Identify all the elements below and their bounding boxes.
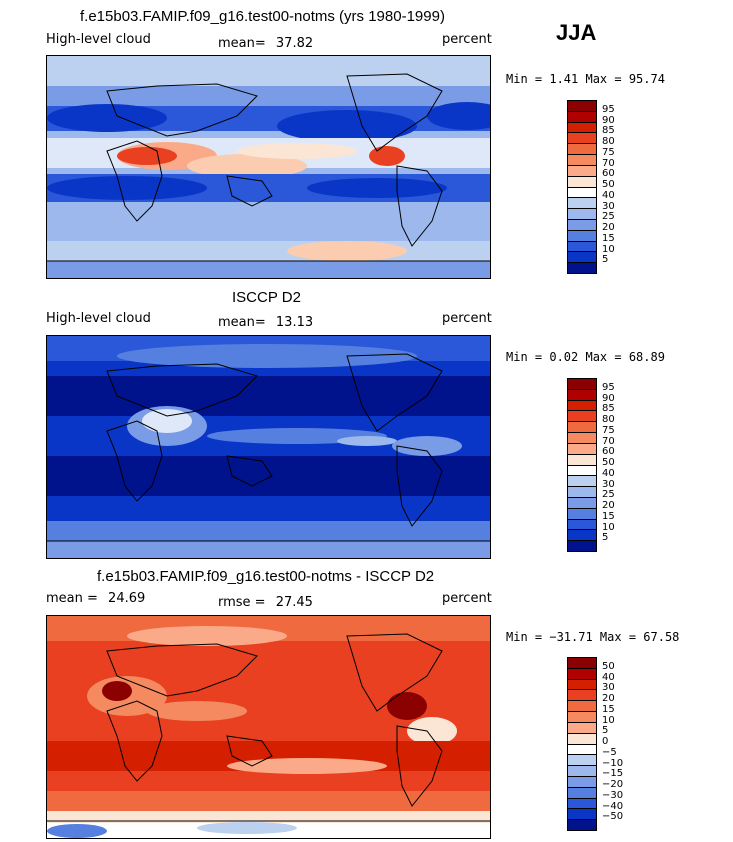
cbar-tick: 0 <box>602 736 609 747</box>
cbar-tick: 30 <box>602 682 615 693</box>
cbar-tick: −10 <box>602 758 624 769</box>
panel-2-title: ISCCP D2 <box>232 289 301 306</box>
cbar-tick: 50 <box>602 457 615 468</box>
cbar-tick: 10 <box>602 244 615 255</box>
panel-3-map <box>46 615 491 839</box>
panel-2-minmax: Min = 0.02 Max = 68.89 <box>506 350 665 364</box>
cbar-tick: 5 <box>602 532 609 543</box>
season-label: JJA <box>556 20 597 45</box>
cbar-tick: 50 <box>602 661 615 672</box>
cbar-tick: −50 <box>602 811 624 822</box>
cbar-tick: 15 <box>602 704 615 715</box>
cbar-tick: 70 <box>602 436 615 447</box>
cbar-tick: −20 <box>602 779 624 790</box>
cbar-tick: 20 <box>602 222 615 233</box>
cbar-tick: 5 <box>602 254 609 265</box>
cbar-tick: −40 <box>602 801 624 812</box>
panel-3-rmse-value: 27.45 <box>275 595 313 610</box>
cbar-tick: 85 <box>602 403 615 414</box>
cbar-tick: 5 <box>602 725 609 736</box>
cbar-tick: 40 <box>602 672 615 683</box>
cbar-tick: 95 <box>602 104 615 115</box>
cbar-tick: −5 <box>602 747 617 758</box>
panel-2-units: percent <box>442 311 492 326</box>
cbar-tick: −15 <box>602 768 624 779</box>
panel-3-colorbar <box>567 657 597 831</box>
cbar-tick: 90 <box>602 393 615 404</box>
panel-1-mean-label: mean= 37.82 <box>218 36 313 51</box>
cbar-tick: 40 <box>602 190 615 201</box>
cbar-tick: −30 <box>602 790 624 801</box>
cbar-tick: 25 <box>602 489 615 500</box>
cbar-tick: 80 <box>602 414 615 425</box>
panel-2-mean-caption: mean= <box>218 315 266 330</box>
cbar-tick: 15 <box>602 233 615 244</box>
panel-3-rmse-caption: rmse = <box>218 595 266 610</box>
panel-3-mean-value: 24.69 <box>108 591 146 606</box>
panel-1-minmax: Min = 1.41 Max = 95.74 <box>506 72 665 86</box>
panel-2-variable-label: High-level cloud <box>46 311 151 326</box>
panel-1-mean-caption: mean= <box>218 36 266 51</box>
cbar-tick: 95 <box>602 382 615 393</box>
cbar-tick: 70 <box>602 158 615 169</box>
panel-3-rmse-label: rmse = 27.45 <box>218 595 313 610</box>
cbar-tick: 60 <box>602 168 615 179</box>
cbar-tick: 50 <box>602 179 615 190</box>
cbar-tick: 20 <box>602 500 615 511</box>
cbar-tick: 15 <box>602 511 615 522</box>
cbar-tick: 10 <box>602 715 615 726</box>
panel-3-minmax: Min = −31.71 Max = 67.58 <box>506 630 680 644</box>
panel-3-title: f.e15b03.FAMIP.f09_g16.test00-notms - IS… <box>97 568 435 585</box>
cbar-tick: 10 <box>602 522 615 533</box>
panel-1-map <box>46 55 491 279</box>
panel-1-title: f.e15b03.FAMIP.f09_g16.test00-notms (yrs… <box>80 8 445 25</box>
panel-2-colorbar <box>567 378 597 552</box>
panel-1-units: percent <box>442 32 492 47</box>
panel-2-map <box>46 335 491 559</box>
cbar-tick: 75 <box>602 147 615 158</box>
cbar-tick: 75 <box>602 425 615 436</box>
cbar-tick: 60 <box>602 446 615 457</box>
panel-3-mean-caption: mean = <box>46 591 98 606</box>
panel-3-units: percent <box>442 591 492 606</box>
panel-1-colorbar <box>567 100 597 274</box>
panel-1-mean-value: 37.82 <box>275 36 314 51</box>
panel-2-mean-value: 13.13 <box>275 315 314 330</box>
panel-2-mean-label: mean= 13.13 <box>218 315 313 330</box>
cbar-tick: 20 <box>602 693 615 704</box>
panel-3-mean-label: mean = 24.69 <box>46 591 145 606</box>
cbar-tick: 30 <box>602 479 615 490</box>
cbar-tick: 90 <box>602 115 615 126</box>
cbar-tick: 85 <box>602 125 615 136</box>
panel-1-variable-label: High-level cloud <box>46 32 151 47</box>
cbar-tick: 80 <box>602 136 615 147</box>
cbar-tick: 40 <box>602 468 615 479</box>
cbar-tick: 30 <box>602 201 615 212</box>
cbar-tick: 25 <box>602 211 615 222</box>
